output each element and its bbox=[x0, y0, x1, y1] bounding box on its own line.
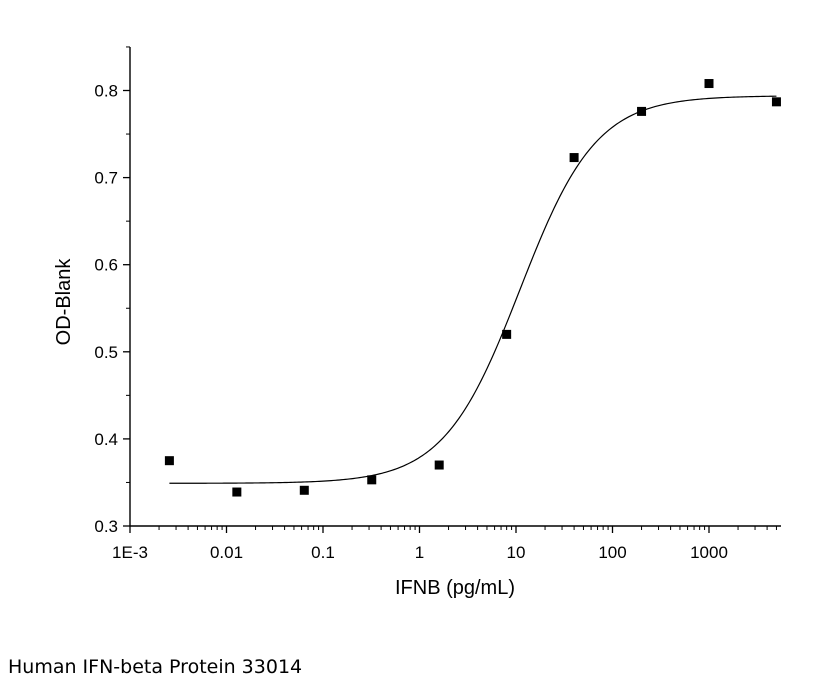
data-point bbox=[299, 485, 309, 495]
fit-curve bbox=[169, 95, 777, 484]
x-tick-label: 0.1 bbox=[311, 543, 335, 562]
x-tick-label: 0.01 bbox=[210, 543, 243, 562]
x-tick-label: 100 bbox=[598, 543, 626, 562]
x-tick-label: 1E-3 bbox=[112, 543, 148, 562]
figure-caption: Human IFN-beta Protein 33014 bbox=[8, 656, 303, 678]
data-point bbox=[164, 456, 174, 466]
data-point bbox=[367, 475, 377, 485]
data-point bbox=[569, 153, 579, 163]
plot-area: 1E-3 0.01 0.1 1 10 100 1000 0.3 0.4 0.5 0.6 0.7 0.8 bbox=[94, 46, 781, 562]
data-points bbox=[164, 79, 781, 497]
y-tick-label: 0.3 bbox=[94, 517, 118, 536]
data-point bbox=[232, 487, 242, 497]
y-tick-label: 0.5 bbox=[94, 343, 118, 362]
data-point bbox=[434, 460, 444, 470]
y-tick-label: 0.4 bbox=[94, 430, 118, 449]
y-tick-label: 0.8 bbox=[94, 82, 118, 101]
x-axis-ticks: 1E-3 0.01 0.1 1 10 100 1000 bbox=[112, 526, 777, 562]
x-tick-label: 1 bbox=[415, 543, 424, 562]
data-point bbox=[502, 329, 512, 339]
x-tick-label: 10 bbox=[507, 543, 526, 562]
y-axis-ticks: 0.3 0.4 0.5 0.6 0.7 0.8 bbox=[94, 46, 130, 536]
x-axis-title: IFNB (pg/mL) bbox=[395, 577, 515, 599]
data-point bbox=[637, 106, 647, 116]
data-point bbox=[771, 97, 781, 107]
data-point bbox=[704, 79, 714, 89]
y-axis-title: OD-Blank bbox=[53, 258, 75, 346]
x-tick-label: 1000 bbox=[690, 543, 728, 562]
y-tick-label: 0.7 bbox=[94, 169, 118, 188]
y-tick-label: 0.6 bbox=[94, 256, 118, 275]
